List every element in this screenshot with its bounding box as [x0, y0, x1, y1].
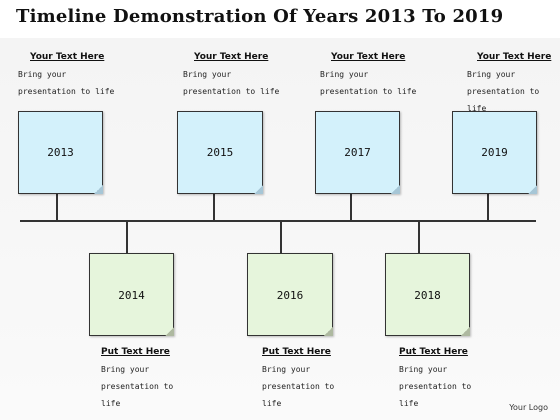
top-body: Bring your presentation to life — [18, 70, 115, 96]
top-heading: Your Text Here — [331, 52, 406, 62]
timeline-axis — [20, 220, 536, 222]
connector-2017 — [350, 193, 352, 221]
year-note-2014: 2014 — [89, 253, 174, 336]
bottom-heading: Put Text Here — [399, 347, 468, 357]
year-note-2017: 2017 — [315, 111, 400, 194]
connector-2014 — [126, 221, 128, 255]
bottom-body: Bring your presentation to life — [262, 365, 335, 408]
connector-2018 — [418, 221, 420, 255]
year-note-2015: 2015 — [177, 111, 263, 194]
bottom-heading: Put Text Here — [262, 347, 331, 357]
year-note-2018: 2018 — [385, 253, 470, 336]
page-curl-icon — [324, 327, 333, 336]
year-label: 2019 — [481, 146, 508, 159]
title-bar: Timeline Demonstration Of Years 2013 To … — [0, 0, 560, 38]
page-curl-icon — [94, 185, 103, 194]
connector-2015 — [213, 193, 215, 221]
connector-2013 — [56, 193, 58, 221]
bottom-body: Bring your presentation to life — [101, 365, 174, 408]
year-note-2016: 2016 — [247, 253, 333, 336]
year-label: 2015 — [206, 146, 234, 159]
page-title: Timeline Demonstration Of Years 2013 To … — [16, 6, 504, 27]
connector-2016 — [280, 221, 282, 255]
connector-2019 — [487, 193, 489, 221]
year-note-2013: 2013 — [18, 111, 103, 194]
year-label: 2014 — [118, 289, 145, 302]
bottom-body: Bring your presentation to life — [399, 365, 472, 408]
bottom-heading: Put Text Here — [101, 347, 170, 357]
top-body: Bring your presentation to life — [320, 70, 417, 96]
year-label: 2016 — [276, 289, 304, 302]
year-note-2019: 2019 — [452, 111, 537, 194]
page-curl-icon — [528, 185, 537, 194]
top-body: Bring your presentation to life — [467, 70, 540, 113]
page-curl-icon — [391, 185, 400, 194]
year-label: 2013 — [47, 146, 74, 159]
top-heading: Your Text Here — [30, 52, 105, 62]
top-body: Bring your presentation to life — [183, 70, 280, 96]
page-curl-icon — [461, 327, 470, 336]
logo-placeholder: Your Logo — [509, 403, 548, 412]
top-heading: Your Text Here — [477, 52, 552, 62]
page-curl-icon — [165, 327, 174, 336]
year-label: 2018 — [414, 289, 441, 302]
top-heading: Your Text Here — [194, 52, 269, 62]
page-curl-icon — [254, 185, 263, 194]
year-label: 2017 — [344, 146, 371, 159]
